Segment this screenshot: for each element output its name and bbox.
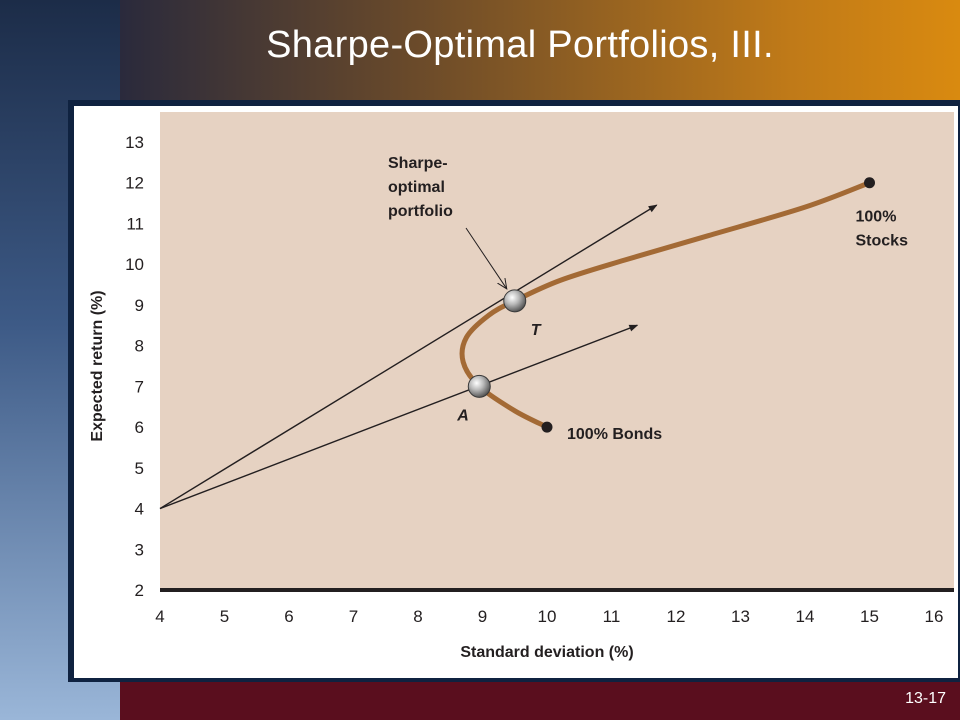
chart-panel: 4 5 6 7 8 9 10 11 12 13 14 15 16 2 3 4 5 6 7 8 9 10 11 12 13 St… xyxy=(74,106,958,678)
portfolio-a-marker xyxy=(467,374,491,398)
y-tick-label: 11 xyxy=(126,214,144,233)
portfolio-t-marker xyxy=(503,289,527,313)
y-tick-label: 8 xyxy=(135,337,144,356)
x-tick-label: 8 xyxy=(413,607,422,626)
y-tick-label: 7 xyxy=(135,377,144,396)
y-tick-label: 2 xyxy=(135,581,144,600)
bonds-annotation: 100% Bonds xyxy=(567,426,662,443)
x-tick-label: 11 xyxy=(603,607,621,626)
y-tick-label: 10 xyxy=(125,255,144,274)
slide-title: Sharpe-Optimal Portfolios, III. xyxy=(266,24,774,66)
x-axis-label: Standard deviation (%) xyxy=(460,644,633,661)
x-tick-label: 4 xyxy=(155,607,164,626)
chart: 4 5 6 7 8 9 10 11 12 13 14 15 16 2 3 4 5 6 7 8 9 10 11 12 13 St… xyxy=(89,112,954,661)
x-tick-label: 9 xyxy=(478,607,487,626)
y-axis-label: Expected return (%) xyxy=(89,290,106,441)
marker-layer xyxy=(467,177,875,433)
point-t-label: T xyxy=(531,322,542,339)
stocks-annotation: 100% Stocks xyxy=(856,209,909,250)
page-number: 13-17 xyxy=(905,690,946,707)
x-tick-label: 6 xyxy=(284,607,293,626)
x-tick-label: 15 xyxy=(860,607,879,626)
y-tick-label: 3 xyxy=(135,540,144,559)
y-tick-label: 4 xyxy=(135,500,144,519)
sharpe-line-2: optimal xyxy=(388,179,445,196)
x-tick-label: 7 xyxy=(349,607,358,626)
x-axis-ticks: 4 5 6 7 8 9 10 11 12 13 14 15 16 xyxy=(155,607,943,626)
x-tick-label: 16 xyxy=(925,607,944,626)
tangent-ray xyxy=(159,324,639,510)
x-tick-label: 13 xyxy=(731,607,750,626)
footer-band: 13-17 xyxy=(120,680,960,720)
stocks-line-1: 100% xyxy=(856,209,897,226)
bonds-endpoint xyxy=(541,421,553,433)
plot-area xyxy=(160,112,954,590)
y-tick-label: 9 xyxy=(135,296,144,315)
x-tick-label: 10 xyxy=(538,607,557,626)
title-band xyxy=(120,0,960,100)
stocks-line-2: Stocks xyxy=(856,233,909,250)
stocks-endpoint xyxy=(864,177,875,189)
y-tick-label: 5 xyxy=(135,459,144,478)
point-a-label: A xyxy=(456,407,469,424)
y-tick-label: 12 xyxy=(125,174,144,193)
x-tick-label: 12 xyxy=(667,607,686,626)
y-axis-ticks: 2 3 4 5 6 7 8 9 10 11 12 13 xyxy=(125,133,144,600)
tangent-ray xyxy=(159,204,658,510)
y-tick-label: 6 xyxy=(135,418,144,437)
x-tick-label: 5 xyxy=(220,607,229,626)
sharpe-line-1: Sharpe- xyxy=(388,155,448,172)
sharpe-line-3: portfolio xyxy=(388,203,453,220)
sharpe-pointer-arrow xyxy=(465,227,507,289)
y-tick-label: 13 xyxy=(125,133,144,152)
sharpe-optimal-annotation: Sharpe- optimal portfolio xyxy=(388,155,453,220)
x-tick-label: 14 xyxy=(796,607,815,626)
